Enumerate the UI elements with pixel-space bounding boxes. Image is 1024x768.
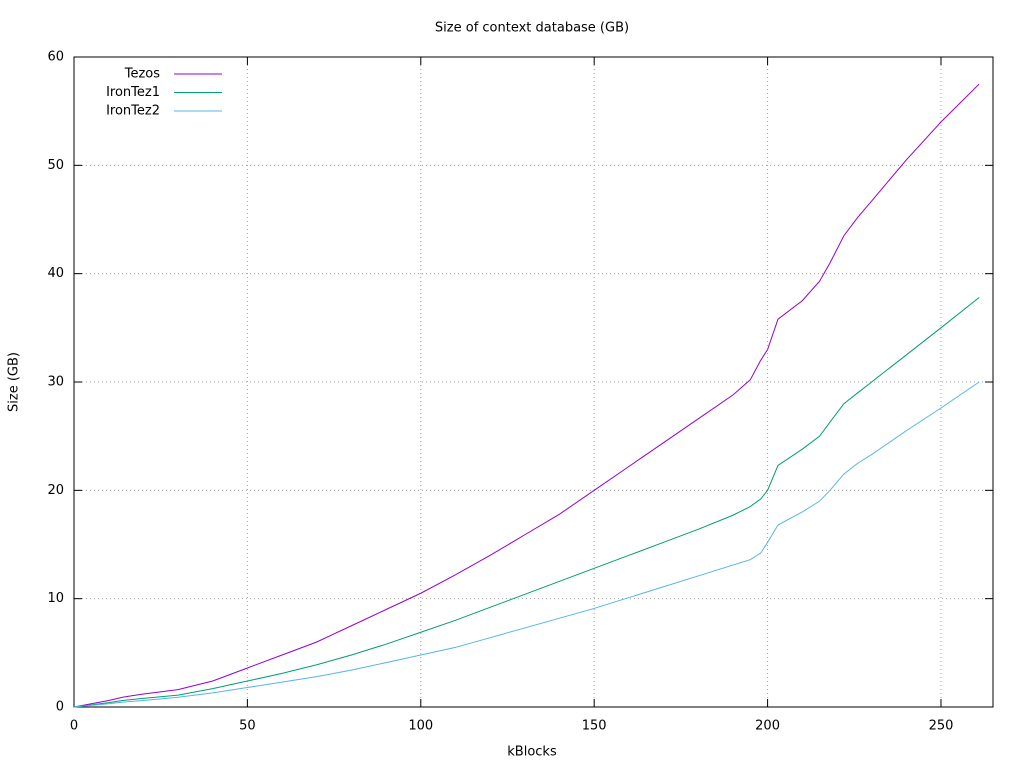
x-axis-label: kBlocks [507, 745, 557, 760]
y-tick-label: 10 [47, 591, 64, 606]
y-tick-label: 30 [47, 375, 64, 390]
y-tick-label: 60 [47, 50, 64, 65]
legend-label: Tezos [124, 67, 161, 82]
x-tick-label: 200 [755, 719, 780, 734]
x-tick-label: 50 [239, 719, 256, 734]
y-tick-label: 0 [56, 700, 64, 715]
y-tick-label: 20 [47, 483, 64, 498]
chart-title: Size of context database (GB) [435, 21, 629, 36]
y-axis-label: Size (GB) [7, 352, 22, 412]
x-tick-label: 0 [70, 719, 78, 734]
legend-label: IronTez1 [106, 85, 160, 100]
x-tick-label: 250 [929, 719, 954, 734]
x-tick-label: 100 [408, 719, 433, 734]
legend-label: IronTez2 [106, 104, 160, 119]
data-line [73, 381, 980, 708]
data-line [73, 83, 980, 708]
y-tick-label: 50 [47, 158, 64, 173]
data-line [73, 297, 980, 708]
x-tick-label: 150 [582, 719, 607, 734]
plot-frame [73, 56, 994, 708]
y-tick-label: 40 [47, 266, 64, 281]
